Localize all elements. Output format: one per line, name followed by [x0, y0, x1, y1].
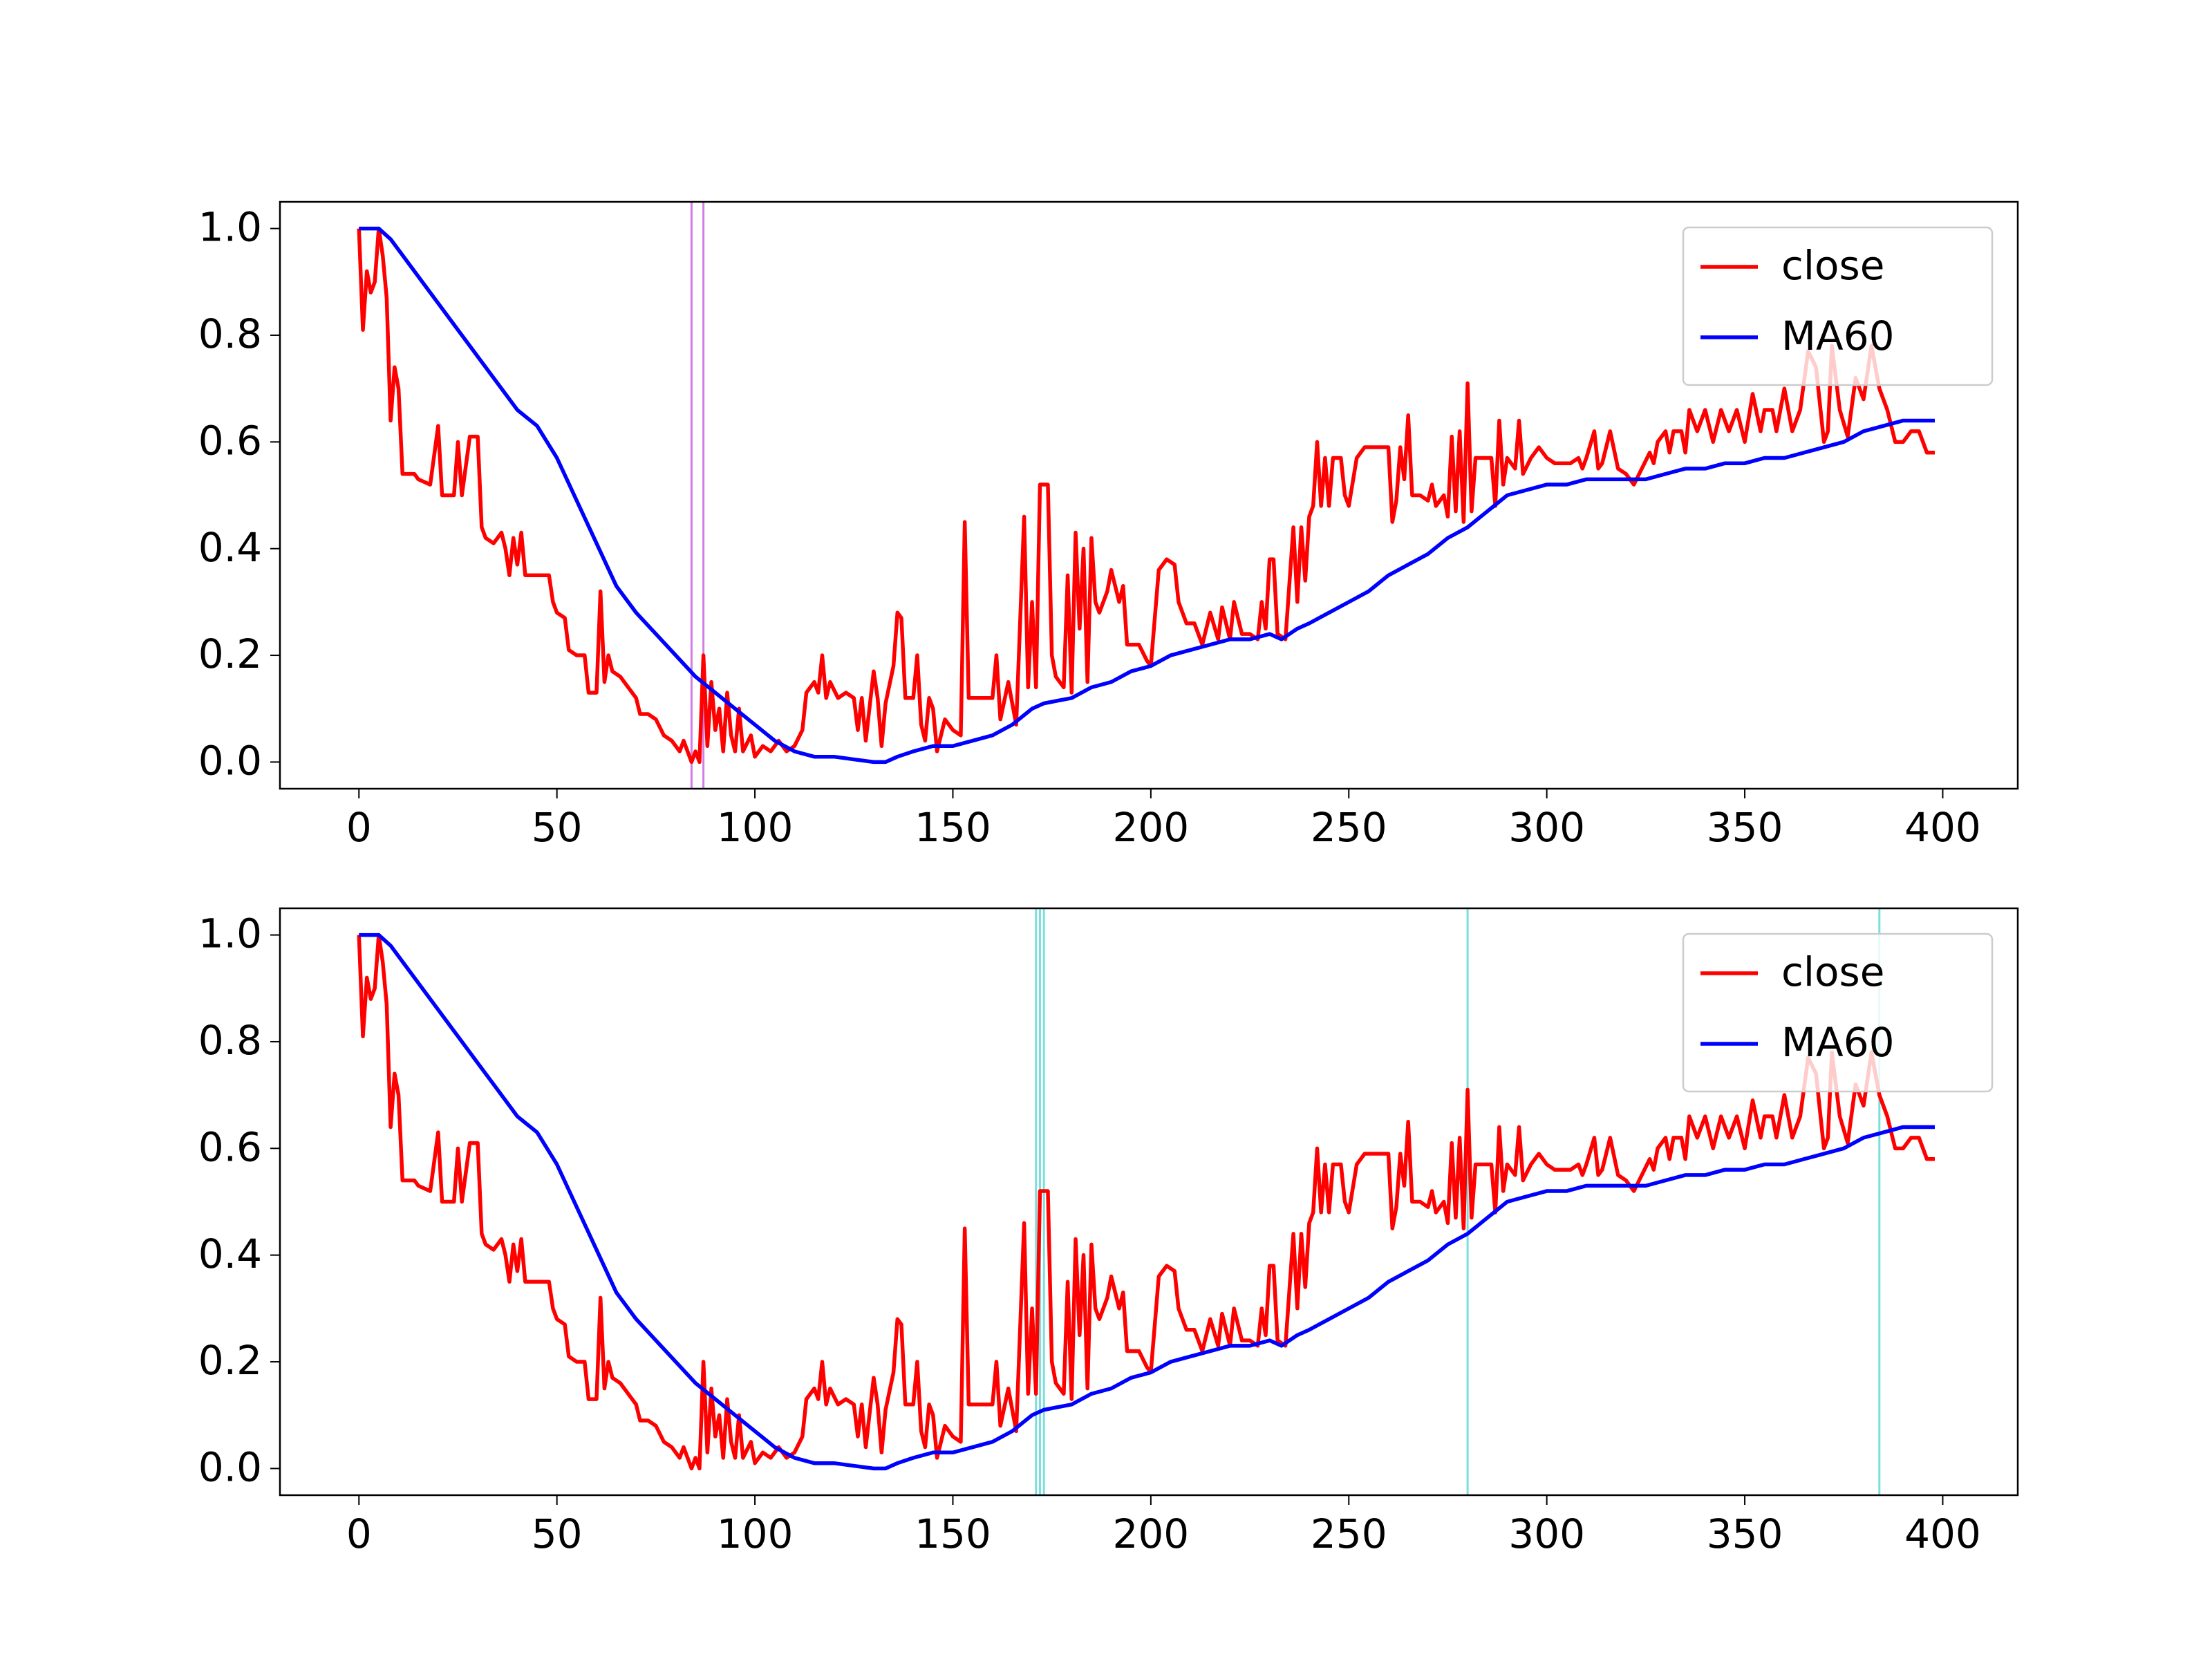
x-tick-label: 100 — [717, 804, 794, 851]
series-line — [359, 226, 1935, 765]
legend-label: MA60 — [1781, 312, 1895, 359]
x-tick-label: 50 — [532, 804, 583, 851]
series-line — [359, 932, 1935, 1471]
y-tick-label: 0.8 — [198, 310, 262, 357]
y-tick-label: 1.0 — [198, 204, 262, 251]
x-tick-label: 0 — [346, 1510, 372, 1557]
legend-box — [1682, 226, 1994, 386]
x-tick-label: 250 — [1311, 1510, 1387, 1557]
legend-label: close — [1781, 948, 1884, 995]
x-tick-label: 400 — [1904, 804, 1981, 851]
y-tick-label: 1.0 — [198, 910, 262, 957]
y-tick-label: 0.2 — [198, 630, 262, 677]
x-tick-label: 400 — [1904, 1510, 1981, 1557]
x-tick-label: 0 — [346, 804, 372, 851]
y-tick-label: 0.6 — [198, 1123, 262, 1170]
legend-label: MA60 — [1781, 1019, 1895, 1066]
x-tick-label: 350 — [1707, 1510, 1783, 1557]
y-tick-label: 0.6 — [198, 417, 262, 464]
subplot: 0 50 100 150 200 250 300 350 400 0.0 0.2 0.4 0.6 0.8 1… — [198, 200, 2019, 851]
y-tick-label: 0.4 — [198, 1230, 262, 1277]
y-tick-label: 0.8 — [198, 1017, 262, 1064]
x-tick-label: 250 — [1311, 804, 1387, 851]
y-tick-label: 0.0 — [198, 738, 262, 785]
axes-frame — [279, 907, 2019, 1497]
x-tick-label: 350 — [1707, 804, 1783, 851]
x-tick-label: 50 — [532, 1510, 583, 1557]
x-tick-label: 200 — [1113, 1510, 1190, 1557]
subplot: 0 50 100 150 200 250 300 350 400 0.0 0.2 0.4 0.6 0.8 1… — [198, 907, 2019, 1557]
legend: close MA60 — [1682, 932, 1994, 1093]
x-tick-label: 300 — [1508, 804, 1585, 851]
x-tick-label: 150 — [915, 1510, 991, 1557]
x-tick-label: 100 — [717, 1510, 794, 1557]
legend-box — [1682, 932, 1994, 1093]
legend-label: close — [1781, 242, 1884, 289]
x-tick-label: 150 — [915, 804, 991, 851]
y-tick-label: 0.2 — [198, 1337, 262, 1384]
y-tick-label: 0.0 — [198, 1444, 262, 1491]
x-tick-label: 300 — [1508, 1510, 1585, 1557]
x-tick-label: 200 — [1113, 804, 1190, 851]
y-tick-label: 0.4 — [198, 524, 262, 571]
axes-frame — [279, 200, 2019, 790]
legend: close MA60 — [1682, 226, 1994, 386]
